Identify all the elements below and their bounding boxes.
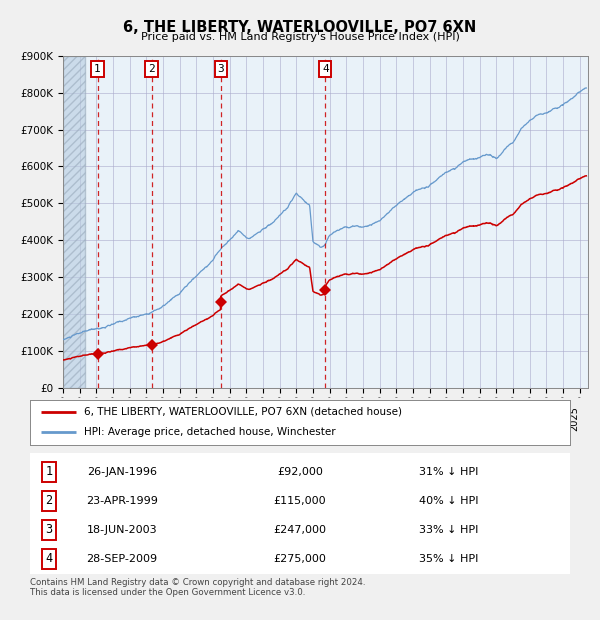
Text: 33% ↓ HPI: 33% ↓ HPI <box>419 525 478 535</box>
Text: 2009: 2009 <box>303 405 313 430</box>
Text: 2006: 2006 <box>253 405 263 430</box>
Text: 2012: 2012 <box>353 405 363 430</box>
Text: 3: 3 <box>217 64 224 74</box>
Text: 2013: 2013 <box>370 405 380 430</box>
Text: 2016: 2016 <box>419 405 430 430</box>
Text: Price paid vs. HM Land Registry's House Price Index (HPI): Price paid vs. HM Land Registry's House … <box>140 32 460 42</box>
Text: 2010: 2010 <box>320 405 329 430</box>
Text: 4: 4 <box>46 552 52 565</box>
Text: 2: 2 <box>46 495 52 507</box>
Text: £115,000: £115,000 <box>274 496 326 506</box>
Text: 2011: 2011 <box>337 405 346 430</box>
Text: 2014: 2014 <box>386 405 397 430</box>
Text: 1: 1 <box>94 64 101 74</box>
Text: £92,000: £92,000 <box>277 467 323 477</box>
Text: 26-JAN-1996: 26-JAN-1996 <box>87 467 157 477</box>
Text: Contains HM Land Registry data © Crown copyright and database right 2024.
This d: Contains HM Land Registry data © Crown c… <box>30 578 365 597</box>
Text: 1996: 1996 <box>86 405 97 430</box>
Text: 2003: 2003 <box>203 405 213 430</box>
Text: 3: 3 <box>46 523 52 536</box>
Text: 1: 1 <box>46 466 52 479</box>
Text: 1995: 1995 <box>70 405 80 430</box>
Text: 2017: 2017 <box>436 405 446 430</box>
Text: 2008: 2008 <box>286 405 296 430</box>
Text: 4: 4 <box>322 64 329 74</box>
Text: 35% ↓ HPI: 35% ↓ HPI <box>419 554 478 564</box>
Text: 2023: 2023 <box>536 405 547 430</box>
Text: 2024: 2024 <box>553 405 563 430</box>
Text: 1997: 1997 <box>103 405 113 430</box>
Text: 28-SEP-2009: 28-SEP-2009 <box>86 554 157 564</box>
Text: 2018: 2018 <box>453 405 463 430</box>
Text: 2022: 2022 <box>520 405 530 431</box>
Text: 40% ↓ HPI: 40% ↓ HPI <box>419 496 478 506</box>
Text: 1998: 1998 <box>119 405 130 430</box>
Text: 2015: 2015 <box>403 405 413 430</box>
Text: 23-APR-1999: 23-APR-1999 <box>86 496 158 506</box>
Text: 2001: 2001 <box>170 405 179 430</box>
Text: £247,000: £247,000 <box>274 525 326 535</box>
Text: 2000: 2000 <box>153 405 163 430</box>
Text: 31% ↓ HPI: 31% ↓ HPI <box>419 467 478 477</box>
Text: 2: 2 <box>148 64 155 74</box>
Bar <box>63 56 85 388</box>
Text: 2019: 2019 <box>470 405 479 430</box>
Text: 1999: 1999 <box>136 405 146 430</box>
Text: 2002: 2002 <box>187 405 196 430</box>
Text: 2020: 2020 <box>487 405 496 430</box>
Text: 2021: 2021 <box>503 405 513 430</box>
Text: 2004: 2004 <box>220 405 230 430</box>
Text: 18-JUN-2003: 18-JUN-2003 <box>86 525 157 535</box>
Text: HPI: Average price, detached house, Winchester: HPI: Average price, detached house, Winc… <box>84 427 335 438</box>
Text: 2025: 2025 <box>569 405 580 431</box>
Text: 1994: 1994 <box>53 405 63 430</box>
Text: £275,000: £275,000 <box>274 554 326 564</box>
Bar <box>63 56 588 388</box>
Text: 6, THE LIBERTY, WATERLOOVILLE, PO7 6XN (detached house): 6, THE LIBERTY, WATERLOOVILLE, PO7 6XN (… <box>84 407 402 417</box>
Text: 6, THE LIBERTY, WATERLOOVILLE, PO7 6XN: 6, THE LIBERTY, WATERLOOVILLE, PO7 6XN <box>124 20 476 35</box>
Text: 2005: 2005 <box>236 405 247 430</box>
Text: 2007: 2007 <box>269 405 280 430</box>
